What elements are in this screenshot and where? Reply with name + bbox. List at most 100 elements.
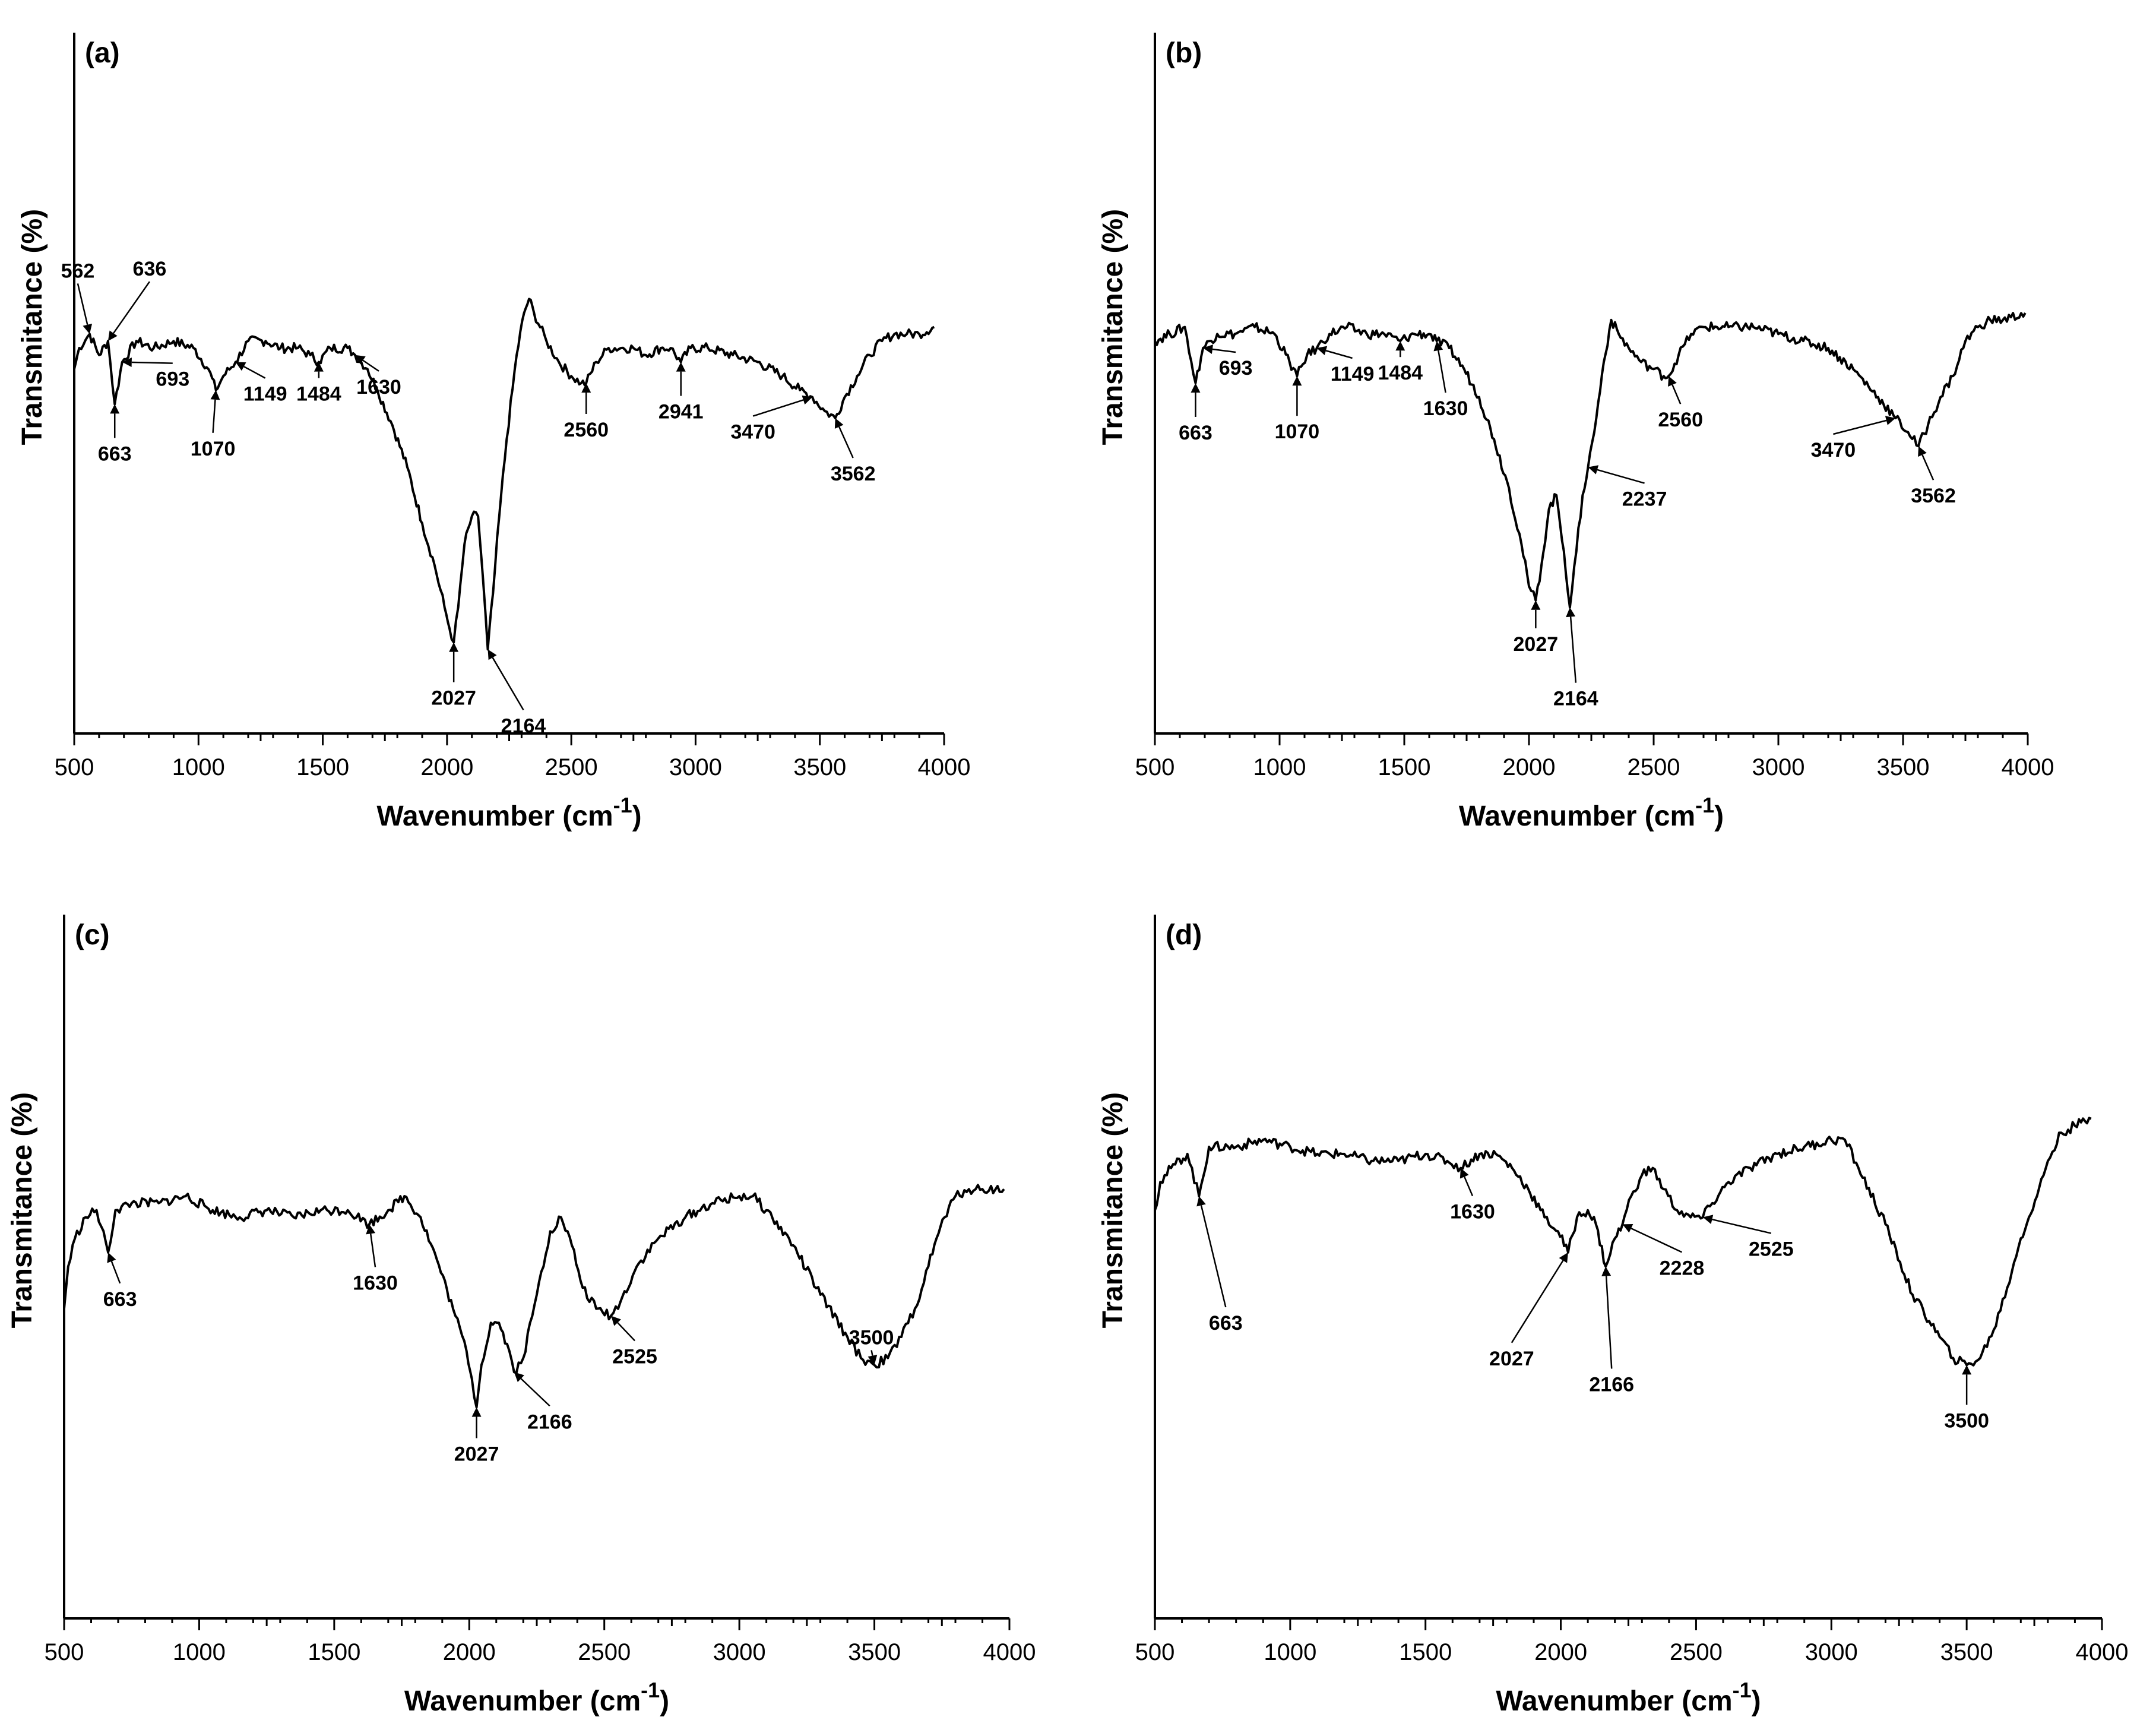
spectrum-line xyxy=(1154,312,2027,609)
x-tick-label: 3000 xyxy=(1752,754,1805,780)
peak-label: 1630 xyxy=(356,376,401,399)
peak-label: 2560 xyxy=(563,419,609,441)
peak-annotation: 2525 xyxy=(611,1316,657,1368)
peak-label: 1070 xyxy=(1275,420,1320,443)
peak-label: 636 xyxy=(133,258,167,280)
annotation-arrow-shaft xyxy=(870,1350,873,1356)
peak-annotation: 3470 xyxy=(730,395,813,444)
peak-annotation: 2560 xyxy=(563,383,609,441)
x-tick-label: 1500 xyxy=(1378,754,1431,780)
peak-annotation: 1149 xyxy=(235,362,287,406)
peak-label: 2228 xyxy=(1660,1257,1705,1279)
peak-annotation: 663 xyxy=(1196,1196,1243,1335)
x-tick-label: 3000 xyxy=(713,1639,766,1665)
annotation-arrow-head xyxy=(83,323,93,334)
peak-label: 2941 xyxy=(658,401,704,423)
annotation-arrow-shaft xyxy=(1671,384,1682,404)
annotation-arrow-head xyxy=(1601,1266,1612,1276)
x-tick-label: 500 xyxy=(1135,1639,1175,1665)
peak-annotation: 3562 xyxy=(831,418,875,485)
annotation-arrow-head xyxy=(1588,465,1599,475)
annotation-arrow-shaft xyxy=(1597,469,1645,484)
peak-label: 3470 xyxy=(1811,439,1856,461)
peak-annotation: 663 xyxy=(1179,383,1212,444)
x-axis-title: Wavenumber (cm-1) xyxy=(404,1678,669,1717)
annotation-arrow-head xyxy=(1316,346,1328,356)
annotation-arrow-head xyxy=(235,362,246,371)
peak-annotation: 2027 xyxy=(1489,1252,1568,1370)
x-tick-label: 3000 xyxy=(669,754,722,780)
chart-panel-a: 500 1000 1500 2000 2500 3000 3500 4000 Wavenumbe… xyxy=(17,33,970,832)
annotation-arrow-shaft xyxy=(113,281,150,334)
peak-label: 1630 xyxy=(1423,397,1468,420)
peak-annotation: 693 xyxy=(1203,344,1252,380)
y-axis-title: Transmitance (%) xyxy=(17,209,48,445)
x-tick-label: 2500 xyxy=(545,754,598,780)
spectrum-line xyxy=(1154,1117,2092,1367)
annotation-arrow-shaft xyxy=(110,1261,121,1284)
peak-label: 2164 xyxy=(501,714,546,737)
annotation-arrow-shaft xyxy=(1605,1276,1613,1369)
x-tick-label: 3500 xyxy=(1877,754,1930,780)
x-tick-label: 1000 xyxy=(1264,1639,1316,1665)
peak-label: 1484 xyxy=(1378,362,1423,384)
x-tick-label: 3000 xyxy=(1805,1639,1858,1665)
annotation-arrow-shaft xyxy=(1569,616,1577,683)
peak-label: 562 xyxy=(61,260,95,282)
peak-label: 2166 xyxy=(527,1411,572,1433)
annotation-arrow-head xyxy=(110,404,120,414)
annotation-arrow-head xyxy=(1531,600,1541,610)
x-tick-label: 3500 xyxy=(1940,1639,1993,1665)
peak-annotation: 562 xyxy=(61,260,95,334)
annotation-arrow-shaft xyxy=(492,657,524,711)
annotation-arrow-head xyxy=(581,383,591,393)
annotation-arrow-shaft xyxy=(1833,419,1887,435)
annotation-arrow-head xyxy=(1203,344,1213,354)
peak-label: 1484 xyxy=(296,383,341,406)
x-tick-label: 1000 xyxy=(172,754,225,780)
annotation-arrow-shaft xyxy=(1212,348,1236,353)
peak-annotation: 1070 xyxy=(1275,376,1320,443)
annotation-arrow-shaft xyxy=(1438,350,1446,393)
peak-label: 1149 xyxy=(243,383,287,406)
x-tick-label: 4000 xyxy=(983,1639,1036,1665)
peak-label: 2027 xyxy=(454,1443,499,1466)
peak-annotation: 3562 xyxy=(1911,446,1956,507)
y-axis-title: Transmitance (%) xyxy=(1097,209,1129,445)
x-tick-label: 4000 xyxy=(2002,754,2054,780)
annotation-arrow-head xyxy=(471,1407,482,1417)
peak-annotation: 2027 xyxy=(431,642,476,710)
x-axis-title: Wavenumber (cm-1) xyxy=(1459,793,1724,832)
panel-label: (a) xyxy=(85,37,120,69)
peak-label: 3500 xyxy=(1944,1409,1989,1432)
annotation-arrow-head xyxy=(1196,1196,1206,1207)
annotation-arrow-head xyxy=(802,395,813,405)
annotation-arrow-head xyxy=(1292,376,1302,386)
peak-label: 2027 xyxy=(1514,633,1559,656)
annotation-arrow-head xyxy=(1885,416,1896,425)
peak-annotation: 2164 xyxy=(487,649,546,737)
x-tick-label: 3500 xyxy=(793,754,846,780)
annotation-arrow-shaft xyxy=(1921,454,1935,480)
annotation-arrow-head xyxy=(1668,376,1677,387)
annotation-arrow-head xyxy=(611,1316,621,1326)
annotation-arrow-head xyxy=(487,649,497,660)
peak-label: 3562 xyxy=(1911,485,1956,507)
peak-annotation: 2525 xyxy=(1702,1215,1794,1261)
annotation-arrow-shaft xyxy=(77,283,88,325)
x-tick-label: 4000 xyxy=(918,754,971,780)
annotation-arrow-head xyxy=(1191,383,1201,393)
x-tick-label: 1500 xyxy=(308,1639,360,1665)
x-tick-label: 500 xyxy=(1135,754,1175,780)
panel-label: (b) xyxy=(1166,37,1202,69)
annotation-arrow-shaft xyxy=(362,359,379,372)
peak-annotation: 2560 xyxy=(1658,376,1703,431)
annotation-arrow-head xyxy=(366,1224,376,1235)
annotation-arrow-head xyxy=(676,362,686,372)
peak-label: 2560 xyxy=(1658,409,1703,431)
peak-label: 2237 xyxy=(1622,488,1667,511)
peak-label: 693 xyxy=(156,368,189,391)
peak-label: 663 xyxy=(1209,1312,1243,1335)
panel-label: (d) xyxy=(1166,919,1202,951)
